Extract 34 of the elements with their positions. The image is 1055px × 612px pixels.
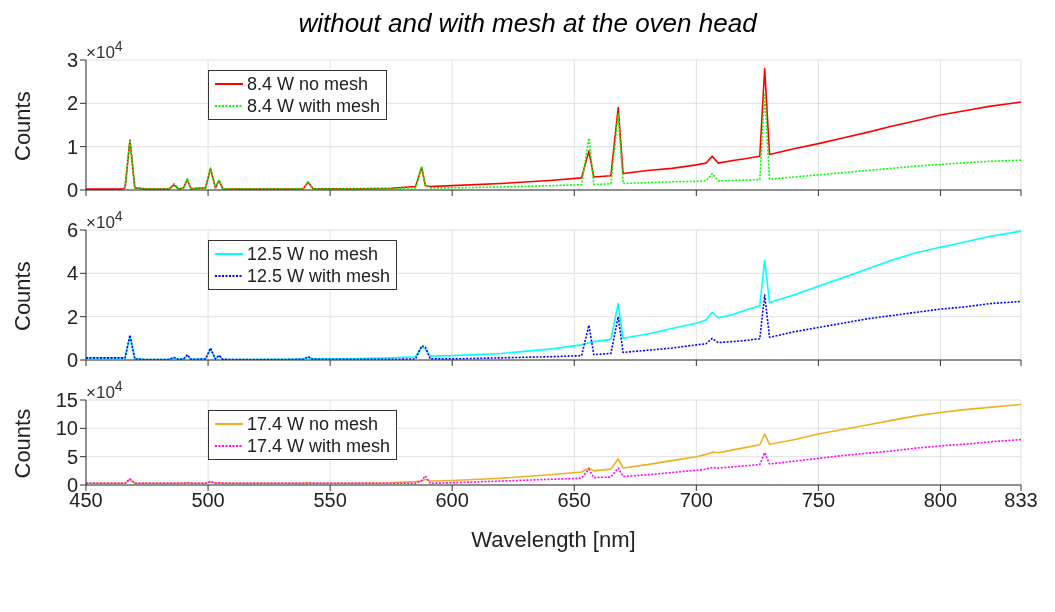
y-tick-label: 4	[66, 262, 78, 285]
legend-label: 12.5 W with mesh	[247, 265, 391, 287]
y-tick-label: 15	[55, 389, 78, 412]
x-tick-label: 650	[557, 489, 591, 512]
x-tick-label: 700	[679, 489, 713, 512]
legend-label: 17.4 W with mesh	[247, 435, 391, 457]
x-tick-label: 833	[1004, 489, 1038, 512]
x-tick-label: 600	[435, 489, 469, 512]
x-tick-label: 500	[191, 489, 225, 512]
y-axis-title: Counts	[9, 91, 35, 161]
legend-label: 17.4 W no mesh	[247, 413, 379, 435]
y-tick-label: 2	[66, 305, 78, 328]
y-tick-label: 3	[66, 49, 78, 72]
legend-label: 8.4 W no mesh	[247, 73, 369, 95]
legend-label: 8.4 W with mesh	[247, 95, 381, 117]
y-tick-label: 0	[66, 349, 78, 372]
x-tick-label: 800	[923, 489, 958, 512]
y-tick-label: 1	[66, 135, 78, 158]
y-tick-label: 6	[66, 219, 78, 242]
y-tick-label: 10	[55, 417, 78, 440]
chart-title: without and with mesh at the oven head	[298, 8, 757, 38]
line-series	[124, 93, 1021, 190]
x-axis-title: Wavelength [nm]	[471, 527, 636, 552]
x-tick-label: 750	[801, 489, 836, 512]
y-tick-label: 0	[66, 179, 78, 202]
y-axis-title: Counts	[9, 408, 35, 479]
annotation: ×10$^{4}$	[86, 208, 123, 233]
y-tick-label: 5	[66, 445, 78, 468]
annotation: ×10$^{4}$	[86, 378, 123, 403]
y-axis-title: Counts	[9, 261, 35, 331]
x-tick-label: 550	[313, 489, 347, 512]
y-tick-label: 2	[66, 92, 78, 115]
annotation: ×10$^{4}$	[86, 38, 123, 63]
legend-label: 12.5 W no mesh	[247, 243, 379, 265]
